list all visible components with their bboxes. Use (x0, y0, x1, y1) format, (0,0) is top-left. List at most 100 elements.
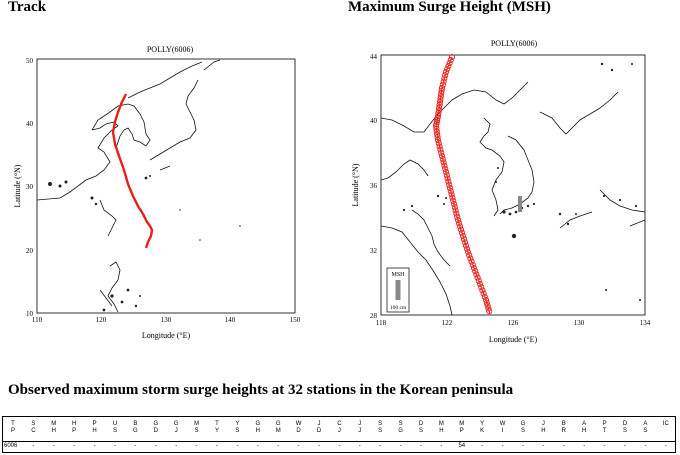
table-value-cell: - (73, 443, 76, 449)
table-value-cell: - (134, 443, 137, 449)
station-code-line1: B (133, 421, 138, 427)
msh-track-marker (442, 68, 450, 76)
msh-track-marker (459, 232, 467, 240)
station-code-line2: P (459, 428, 464, 434)
msh-track-marker (475, 277, 482, 284)
msh-track-marker (445, 62, 452, 70)
station-code-line1: A (582, 421, 587, 427)
msh-track-marker (481, 293, 488, 300)
station-code-line1: S (378, 421, 383, 427)
station-code-line2: Y (214, 428, 219, 434)
msh-ytick: 32 (370, 247, 378, 255)
msh-track-marker (451, 204, 458, 211)
msh-track-marker (483, 299, 490, 306)
station-code-line2: S (643, 428, 648, 434)
station-code-line1: J (541, 421, 545, 427)
msh-track-marker (441, 75, 448, 82)
msh-track-marker (438, 84, 446, 92)
table-value-cell: - (379, 443, 382, 449)
track-ytick: 50 (26, 57, 34, 65)
table-value-cell: - (154, 443, 157, 449)
table-row-label: 6006 (4, 443, 18, 449)
table-value-cell: - (93, 443, 96, 449)
table-value-cell: - (624, 443, 626, 449)
msh-track-marker (454, 216, 462, 224)
msh-xlabel: Longitude (°E) (489, 335, 538, 344)
msh-track-marker (450, 200, 458, 208)
msh-ytick: 44 (370, 53, 378, 61)
table-value-cell: - (318, 443, 320, 449)
msh-track-marker (432, 122, 440, 130)
station-code-line1: G (173, 421, 179, 427)
track-ytick: 40 (26, 120, 34, 128)
msh-track-marker (482, 296, 490, 304)
msh-surge-bar (518, 196, 522, 212)
msh-track-marker (438, 90, 445, 97)
station-code-line1: M (51, 421, 57, 427)
msh-legend-title: MSH (391, 272, 405, 278)
station-code-line1: W (499, 421, 506, 427)
station-code-line2: S (194, 428, 199, 434)
msh-track-marker (457, 226, 465, 233)
table-value-cell: - (338, 443, 341, 449)
msh-track-marker (445, 178, 452, 185)
station-code-line1: G (255, 421, 261, 427)
msh-track-marker (437, 96, 444, 103)
table-value-cell: - (420, 443, 422, 449)
table-divider (3, 441, 675, 442)
station-code-line1: G (520, 421, 526, 427)
msh-track-marker (437, 93, 444, 100)
msh-track (432, 53, 493, 315)
table-value-cell: - (236, 443, 239, 449)
station-code-line1: P (92, 421, 97, 427)
msh-xtick: 118 (376, 319, 387, 327)
msh-track-marker (435, 140, 442, 147)
msh-track-marker (454, 213, 461, 220)
track-plot-frame (36, 58, 296, 314)
msh-track-marker (434, 131, 441, 138)
msh-track-marker (447, 56, 454, 64)
msh-track-marker (447, 188, 454, 195)
msh-track-marker (455, 220, 463, 227)
table-value-cell: - (358, 443, 361, 449)
msh-track-marker (436, 104, 443, 111)
station-code-line1: P (602, 421, 607, 427)
msh-track-marker (444, 175, 451, 182)
station-code-line1: S (398, 421, 403, 427)
track-xlabel: Longitude (°E) (142, 331, 191, 340)
table-value-cell: - (664, 443, 667, 449)
station-code-line1: U (112, 421, 118, 427)
station-code-line1: J (317, 421, 321, 427)
station-code-line2: H (582, 428, 587, 434)
maps-canvas: POLLY(6006) 110 120 130 (13, 39, 651, 344)
station-code-line2: H (255, 428, 260, 434)
track-ytick: 20 (26, 247, 34, 255)
station-code-line1: M (459, 421, 465, 427)
station-code-line1: A (643, 421, 648, 427)
station-code-line1: W (295, 421, 302, 427)
station-code-line2: H (439, 428, 444, 434)
msh-track-marker (444, 65, 451, 73)
station-code-line1: M (438, 421, 444, 427)
track-line (111, 93, 154, 249)
msh-track-marker (452, 207, 459, 214)
msh-track-marker (438, 87, 445, 94)
station-code-line2: R (561, 428, 566, 434)
msh-track-marker (463, 245, 471, 252)
track-xtick: 120 (96, 316, 107, 324)
msh-track-marker (474, 274, 481, 281)
